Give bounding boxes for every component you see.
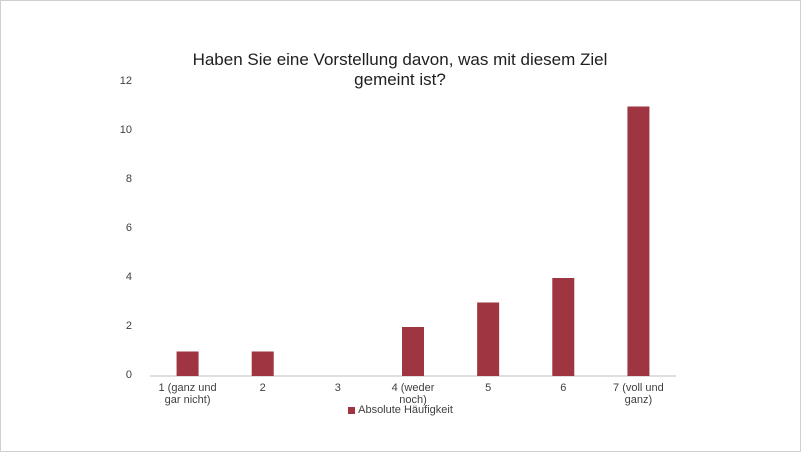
x-tick-label: 6 [560, 382, 567, 394]
x-tick-label: 4 (weder noch) [391, 382, 435, 406]
legend: Absolute Häufigkeit [0, 404, 801, 416]
bar [402, 327, 424, 376]
x-tick-label: 3 [334, 382, 341, 394]
legend-swatch [348, 406, 356, 414]
y-tick-label: 4 [125, 271, 132, 283]
legend-label: Absolute Häufigkeit [358, 404, 453, 416]
bar [176, 351, 199, 376]
chart-title: Haben Sie eine Vorstellung davon, was mi… [192, 50, 608, 89]
bar [627, 106, 650, 376]
x-tick-label: 5 [485, 382, 492, 394]
y-tick-label: 0 [125, 369, 132, 381]
x-tick-label: 1 (ganz und gar nicht) [158, 382, 217, 406]
x-tick-label: 2 [259, 382, 266, 394]
x-tick-label: 7 (voll und ganz) [613, 382, 664, 406]
y-tick-label: 8 [125, 173, 132, 185]
bar [477, 302, 500, 376]
bar [251, 351, 274, 376]
bar [552, 278, 575, 376]
y-tick-label: 10 [119, 124, 132, 136]
y-tick-label: 12 [119, 75, 132, 87]
y-tick-label: 2 [125, 320, 132, 332]
y-tick-label: 6 [125, 222, 132, 234]
